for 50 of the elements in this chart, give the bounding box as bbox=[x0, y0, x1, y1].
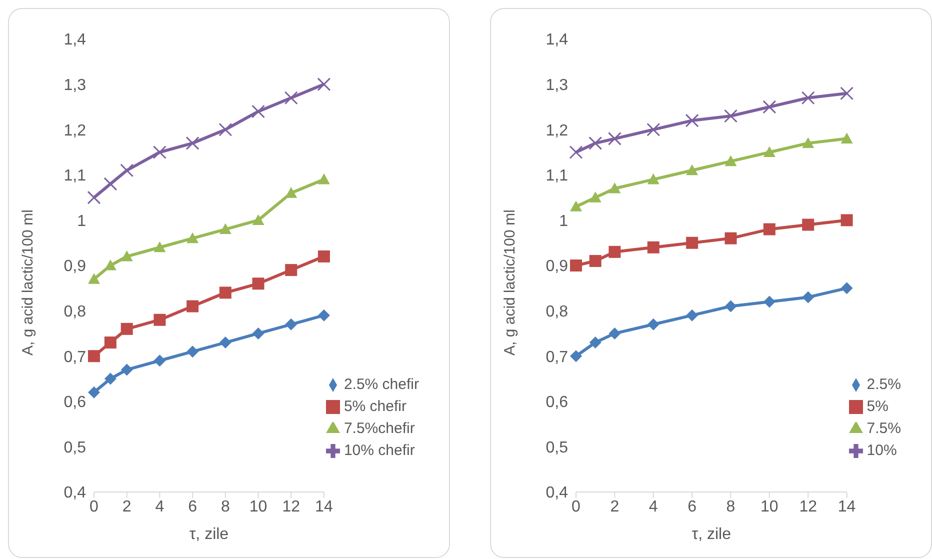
legend-label: 7.5% bbox=[866, 420, 901, 437]
y-tick-label: 1,3 bbox=[64, 76, 86, 94]
x-tick-label: 0 bbox=[90, 498, 99, 516]
legend-label: 7.5%chefir bbox=[344, 420, 415, 437]
y-tick-label: 0,5 bbox=[64, 439, 86, 456]
x-tick-label: 0 bbox=[572, 498, 581, 516]
legend-label: 2.5% chefir bbox=[344, 376, 419, 393]
x-tick-label: 2 bbox=[610, 498, 620, 516]
x-tick-label: 14 bbox=[838, 498, 856, 516]
y-tick-label: 0,9 bbox=[546, 258, 568, 276]
legend-label: 10% chefir bbox=[344, 442, 415, 459]
y-tick-label: 0,7 bbox=[546, 348, 568, 366]
legend-label: 2.5% bbox=[866, 376, 901, 393]
x-tick-label: 2 bbox=[122, 498, 132, 516]
y-tick-label: 0,4 bbox=[546, 484, 568, 502]
y-tick-label: 1,2 bbox=[546, 122, 568, 140]
y-tick-label: 1,4 bbox=[64, 32, 86, 49]
legend-label: 5% chefir bbox=[344, 398, 406, 415]
x-axis-title: τ, zile bbox=[189, 526, 229, 543]
y-tick-label: 1 bbox=[559, 212, 568, 230]
legend-label: 5% bbox=[866, 398, 888, 415]
y-tick-label: 1,2 bbox=[64, 122, 86, 140]
y-tick-label: 1 bbox=[77, 212, 86, 230]
y-tick-label: 1,1 bbox=[546, 168, 568, 185]
x-tick-label: 8 bbox=[220, 498, 230, 516]
y-tick-label: 0,8 bbox=[64, 303, 86, 320]
y-tick-label: 1,4 bbox=[546, 32, 568, 49]
y-axis-title: A, g acid lactic/100 ml bbox=[19, 210, 36, 356]
y-tick-label: 0,9 bbox=[64, 258, 86, 276]
x-tick-label: 8 bbox=[726, 498, 736, 516]
x-tick-label: 12 bbox=[799, 498, 818, 516]
x-tick-label: 6 bbox=[688, 498, 697, 516]
y-axis-title: A, g acid lactic/100 ml bbox=[501, 210, 518, 356]
y-tick-label: 0,8 bbox=[546, 303, 568, 320]
x-axis-title: τ, zile bbox=[692, 526, 732, 543]
x-tick-label: 6 bbox=[188, 498, 198, 516]
y-tick-label: 1,3 bbox=[546, 76, 568, 94]
x-tick-label: 12 bbox=[282, 498, 300, 516]
x-tick-label: 10 bbox=[249, 498, 268, 516]
y-tick-label: 0,6 bbox=[546, 394, 568, 412]
legend-label: 10% bbox=[866, 442, 897, 459]
y-tick-label: 1,1 bbox=[64, 168, 86, 185]
x-tick-label: 4 bbox=[155, 498, 164, 516]
x-tick-label: 4 bbox=[648, 498, 658, 516]
y-tick-label: 0,6 bbox=[64, 394, 86, 412]
y-tick-label: 0,5 bbox=[546, 439, 568, 456]
x-tick-label: 14 bbox=[315, 498, 333, 516]
x-tick-label: 10 bbox=[760, 498, 778, 516]
y-tick-label: 0,4 bbox=[64, 484, 86, 502]
y-tick-label: 0,7 bbox=[64, 348, 86, 366]
